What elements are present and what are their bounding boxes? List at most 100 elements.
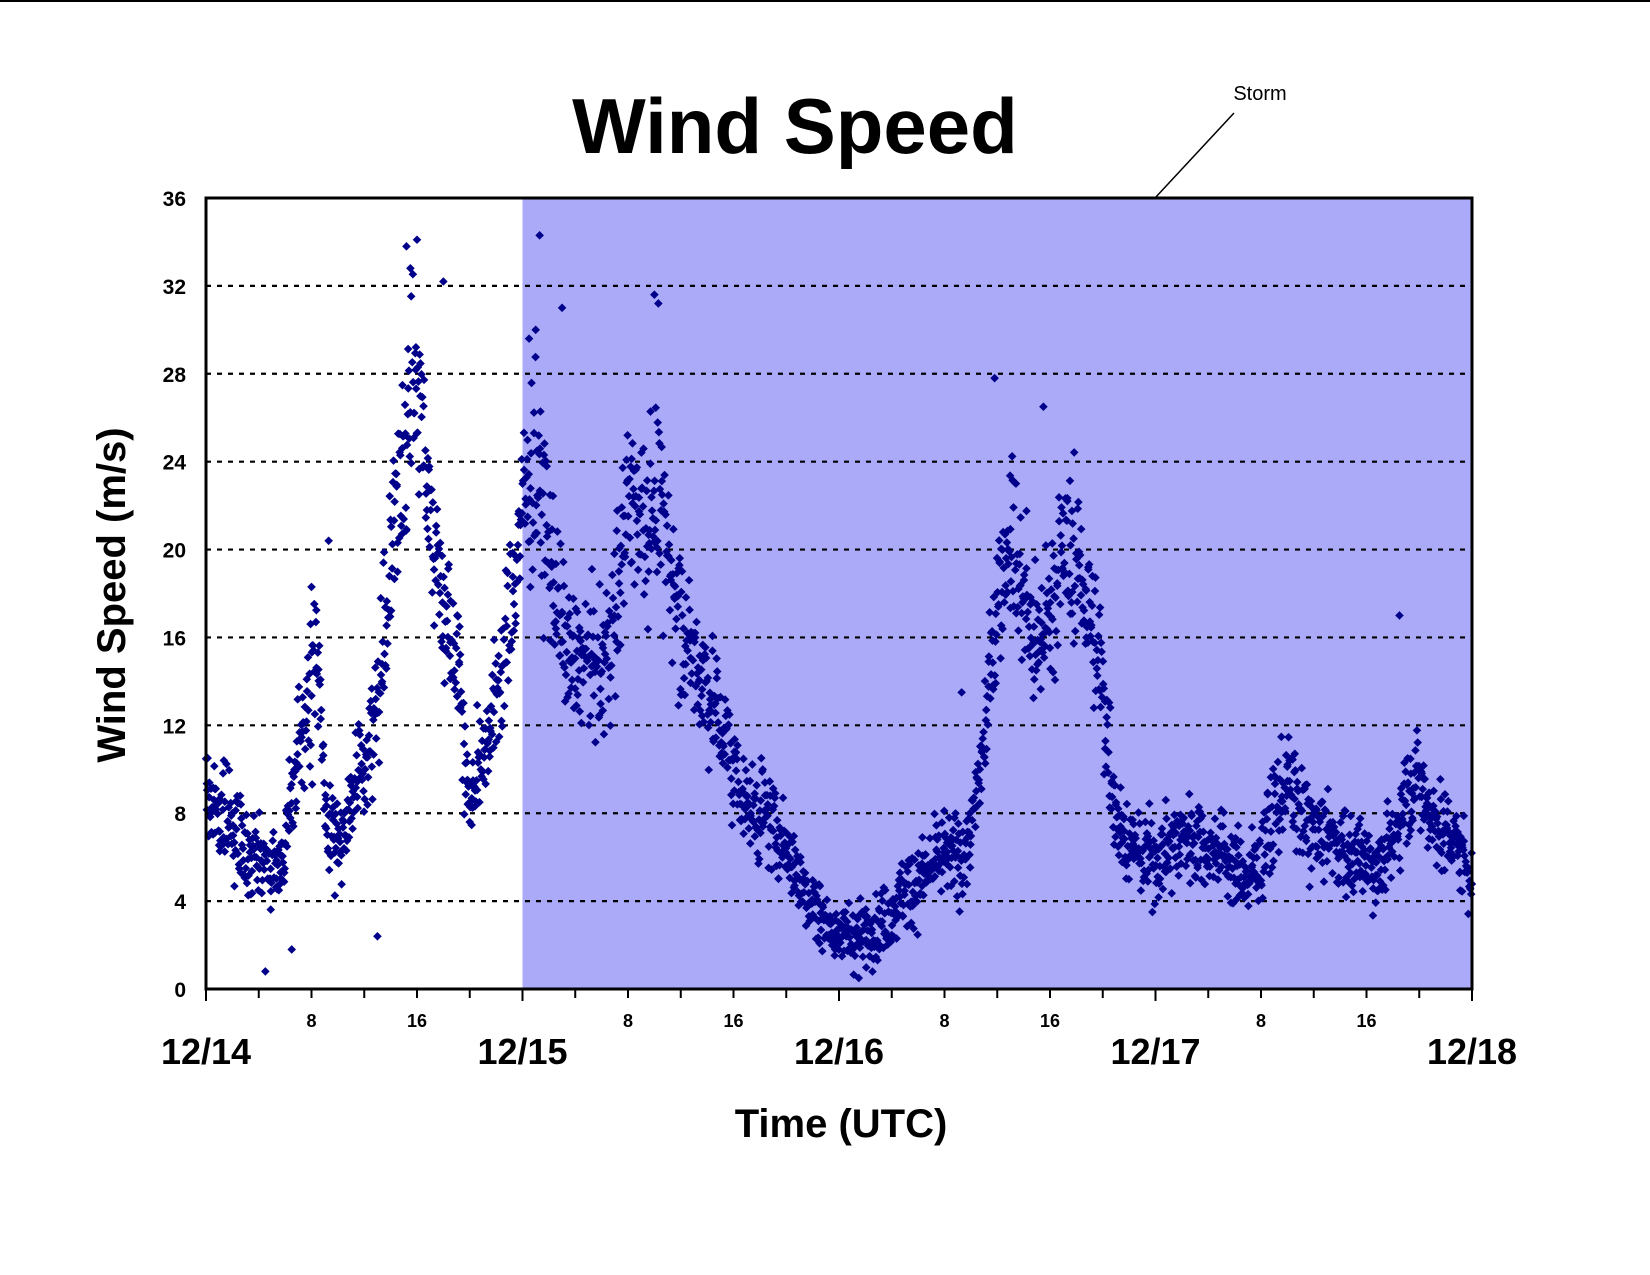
data-point <box>242 810 251 820</box>
data-point <box>551 624 561 633</box>
data-point <box>393 567 402 577</box>
data-point <box>638 502 648 511</box>
data-point <box>1069 639 1079 648</box>
data-point <box>535 231 544 240</box>
data-point <box>1189 830 1199 840</box>
data-point <box>1337 835 1347 844</box>
data-point <box>266 864 275 874</box>
data-point <box>850 951 860 961</box>
data-point <box>1104 768 1113 777</box>
data-point <box>1148 907 1157 917</box>
data-point <box>1227 854 1237 863</box>
data-point <box>397 529 407 539</box>
data-point <box>635 510 645 519</box>
data-point <box>344 832 354 842</box>
data-point <box>308 641 318 650</box>
data-point <box>575 707 585 716</box>
data-point <box>224 765 234 775</box>
data-point <box>673 602 683 611</box>
data-point <box>1092 645 1102 655</box>
data-point <box>497 716 506 726</box>
data-point <box>720 749 730 759</box>
data-point <box>300 744 310 754</box>
data-point <box>367 684 377 693</box>
data-point <box>855 943 865 953</box>
data-point <box>918 832 927 842</box>
data-point <box>608 593 618 603</box>
data-point <box>1258 893 1267 903</box>
data-point <box>1001 581 1010 590</box>
data-point <box>725 710 734 719</box>
data-point <box>586 711 595 721</box>
data-point <box>953 863 963 873</box>
data-point <box>509 599 519 609</box>
data-point <box>595 711 604 720</box>
data-point <box>1008 475 1017 485</box>
data-point <box>565 609 574 619</box>
data-point <box>991 637 1000 646</box>
data-point <box>418 392 427 402</box>
data-point <box>259 865 269 874</box>
data-point <box>1358 872 1368 881</box>
data-point <box>291 766 300 776</box>
data-point <box>1084 560 1094 569</box>
data-point <box>778 793 788 803</box>
data-point <box>1042 624 1052 634</box>
data-point <box>228 831 238 840</box>
data-point <box>215 827 225 836</box>
data-point <box>1078 603 1087 612</box>
data-point <box>499 635 509 644</box>
data-point <box>887 921 897 930</box>
data-point <box>1143 877 1153 886</box>
data-point <box>406 458 416 468</box>
data-point <box>312 605 321 615</box>
data-point <box>636 550 646 559</box>
data-point <box>965 809 974 818</box>
data-point <box>1074 560 1084 570</box>
data-point <box>1015 549 1025 559</box>
data-point <box>235 791 245 801</box>
data-point <box>292 758 301 768</box>
data-point <box>451 678 461 687</box>
data-point <box>741 765 751 775</box>
data-point <box>1010 565 1020 575</box>
data-point <box>890 902 900 911</box>
data-point <box>425 542 435 552</box>
data-point <box>569 594 578 603</box>
data-point <box>390 497 399 506</box>
data-point <box>595 580 604 589</box>
data-point <box>745 839 755 848</box>
data-point <box>481 779 490 789</box>
data-point <box>463 775 472 785</box>
data-point <box>379 547 389 557</box>
data-point <box>800 868 810 878</box>
data-point <box>634 493 644 502</box>
data-point <box>936 887 946 896</box>
data-point <box>910 855 919 865</box>
data-point <box>675 553 685 563</box>
data-point <box>681 659 690 669</box>
data-point <box>484 735 493 744</box>
data-point <box>359 786 368 796</box>
data-point <box>625 533 635 543</box>
data-point <box>218 769 228 778</box>
data-point <box>812 895 822 905</box>
data-point <box>1298 848 1308 858</box>
data-point <box>491 659 501 668</box>
data-point <box>611 692 620 701</box>
data-point <box>486 726 495 736</box>
data-point <box>1069 534 1078 543</box>
data-point <box>955 907 964 916</box>
data-point <box>1459 836 1469 846</box>
data-point <box>854 973 864 983</box>
data-point <box>708 646 717 656</box>
data-point <box>755 854 764 864</box>
data-point <box>632 463 642 472</box>
data-point <box>459 739 469 749</box>
data-point <box>1120 834 1129 844</box>
data-point <box>1274 847 1284 857</box>
data-point <box>291 797 301 807</box>
x-hour-tick-label: 8 <box>939 1011 949 1031</box>
data-point <box>745 776 755 786</box>
data-point <box>759 818 768 828</box>
